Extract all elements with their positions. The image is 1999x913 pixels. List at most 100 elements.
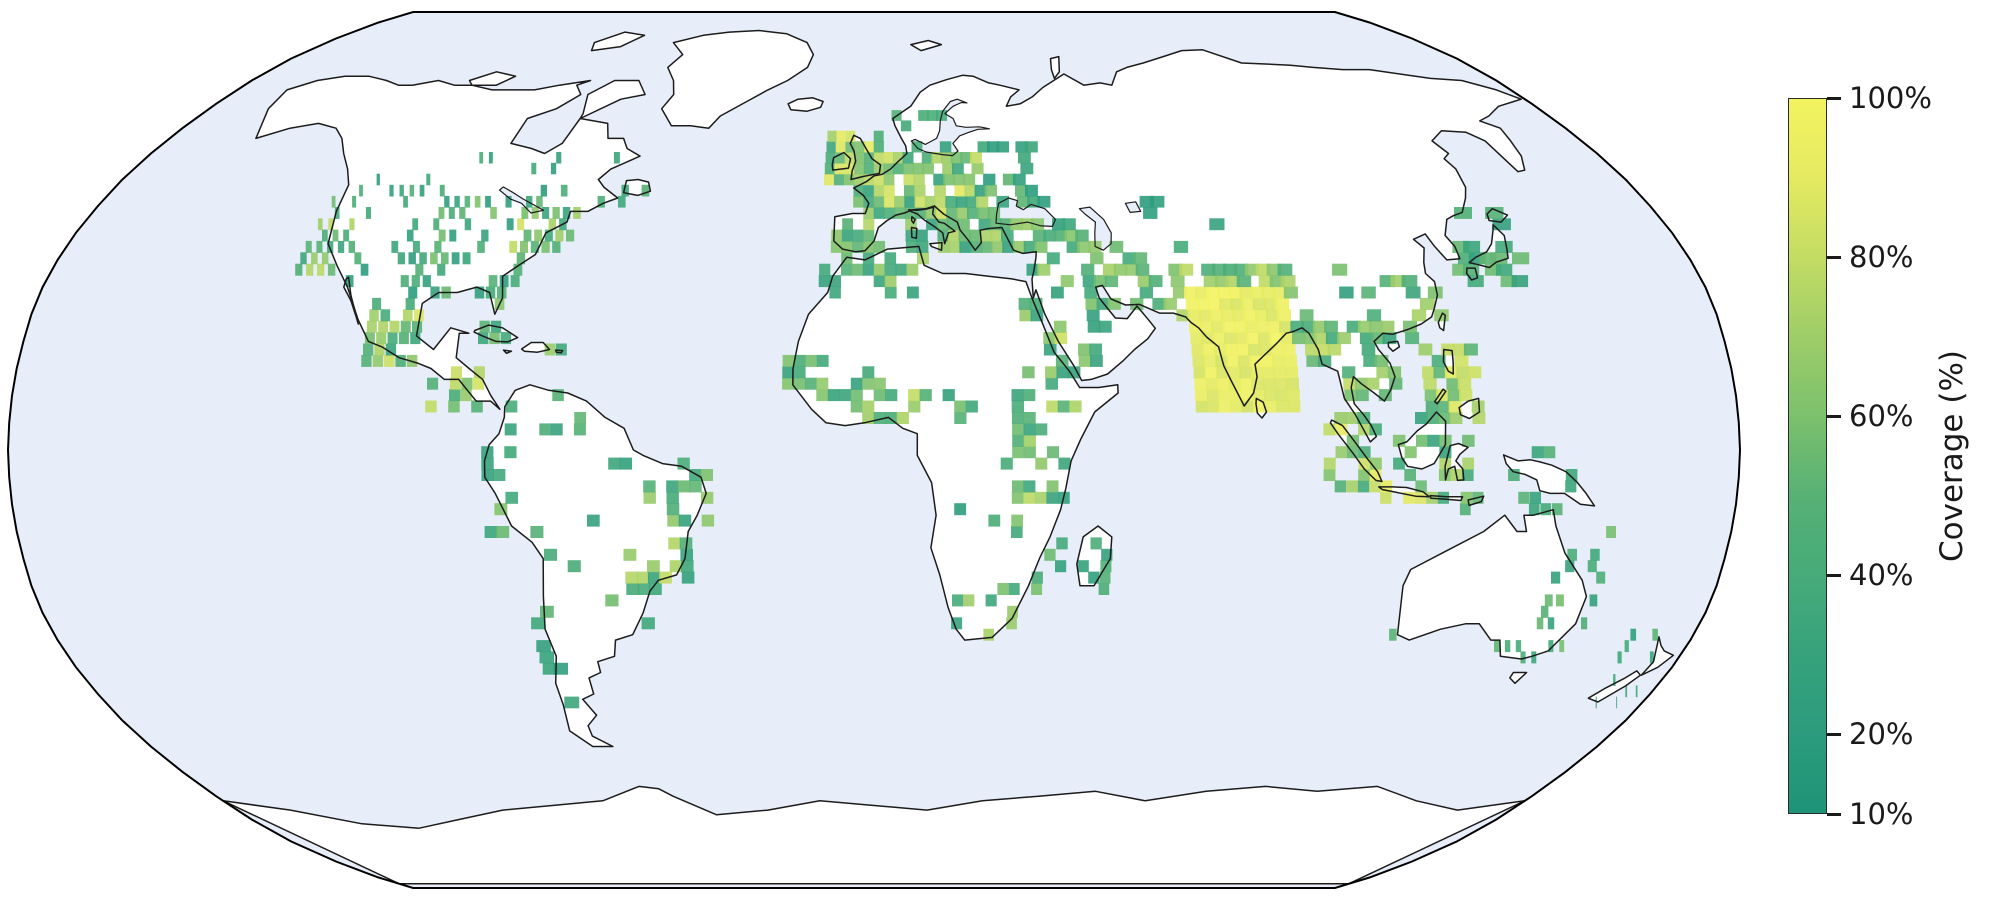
coastline [849, 134, 882, 181]
coverage-cell [1184, 286, 1198, 299]
coverage-cell [439, 184, 445, 197]
coverage-cell [560, 184, 568, 197]
coverage-cell [619, 457, 633, 470]
coverage-cell [852, 240, 864, 253]
coverage-cell [825, 152, 836, 164]
coverage-cell [954, 412, 967, 424]
coverage-cell [950, 152, 963, 164]
coverage-cell [451, 252, 460, 265]
coverage-cell [1024, 141, 1038, 153]
landmass [1641, 636, 1674, 676]
coverage-cell [464, 195, 471, 208]
coverage-cell [1256, 320, 1270, 333]
coverage-cell [948, 240, 961, 253]
coverage-cell [850, 400, 863, 413]
coverage-cell [1485, 207, 1504, 219]
coverage-cell [1015, 184, 1028, 197]
coverage-cell [544, 229, 553, 242]
coverage-cell [1565, 480, 1577, 493]
coverage-cell [915, 207, 927, 219]
coverage-cell [903, 162, 914, 175]
coverage-cell [935, 195, 947, 208]
coverage-cell [493, 469, 506, 481]
coverage-cell [1357, 480, 1370, 493]
coverage-cell [530, 240, 539, 253]
coverage-cell [389, 320, 400, 333]
coverage-cell [884, 286, 897, 299]
coverage-cell [1230, 297, 1245, 310]
coverage-cell [979, 229, 993, 242]
coverage-cell [348, 240, 355, 253]
coverage-cell [1255, 263, 1271, 276]
coverage-cell [412, 240, 420, 253]
coverage-cell [1369, 320, 1384, 333]
coverage-cell [489, 332, 500, 345]
coverage-cell [1002, 173, 1016, 186]
coverage-cell [1077, 560, 1089, 573]
coverage-cell [954, 184, 967, 197]
coverage-cell [1034, 240, 1048, 253]
coverage-cell [1427, 434, 1440, 447]
coverage-cell [1078, 354, 1092, 367]
coverage-cell [1209, 218, 1225, 231]
coverage-cell [955, 195, 968, 208]
coverage-cell [399, 184, 404, 197]
coastline [833, 49, 1526, 443]
coverage-cell [1411, 309, 1427, 322]
coverage-cell [1369, 480, 1381, 493]
coverage-cell [1462, 457, 1475, 470]
coverage-cell [978, 218, 991, 231]
coverage-cell [1023, 423, 1036, 436]
coverage-cell [1031, 583, 1043, 595]
coverage-cell [667, 514, 680, 527]
coverage-cell [1113, 263, 1128, 276]
coastline [787, 97, 824, 112]
coverage-cell [1264, 400, 1278, 413]
lake-shore [499, 186, 545, 214]
coverage-cell [1287, 389, 1300, 402]
coverage-cell [681, 560, 694, 573]
coverage-cell [408, 286, 418, 299]
coverage-cell [819, 263, 831, 276]
coverage-cell [1259, 343, 1273, 356]
coverage-cell [430, 286, 440, 299]
coverage-cell [1143, 207, 1158, 219]
coverage-cell [548, 218, 556, 231]
coverage-cell [460, 389, 472, 402]
coverage-cell [893, 162, 905, 175]
coverage-cell [1077, 240, 1091, 253]
coverage-cell [1139, 286, 1153, 299]
coastline [1387, 340, 1401, 352]
coverage-cell [680, 548, 693, 561]
coverage-cell [1011, 514, 1023, 527]
coverage-cell [426, 173, 431, 186]
coverage-cell [523, 229, 532, 242]
coverage-cell [1249, 354, 1263, 367]
coverage-cell [854, 152, 865, 164]
coverage-cell [1551, 571, 1561, 584]
coverage-cell [1195, 400, 1209, 413]
coverage-cell [1361, 286, 1376, 299]
coverage-cell [1206, 389, 1220, 402]
coverage-cell [824, 162, 835, 175]
coverage-cell [1495, 240, 1513, 253]
coverage-cell [983, 173, 996, 186]
landmass [223, 786, 1525, 884]
coverage-cell [1346, 480, 1358, 493]
coverage-cell [1467, 275, 1484, 288]
coverage-cell [1109, 240, 1124, 253]
coverage-cell [361, 354, 372, 367]
coverage-cell [317, 263, 325, 276]
coverage-cell [831, 229, 843, 242]
coverage-cell [1020, 218, 1034, 231]
coverage-cell [1102, 263, 1117, 276]
coverage-cell [905, 218, 917, 231]
coverage-cell [454, 195, 460, 208]
coastline [1378, 486, 1430, 498]
coverage-cell [440, 252, 449, 265]
coverage-cell [974, 184, 987, 197]
coverage-cell [1416, 434, 1429, 447]
coverage-cell [449, 229, 457, 242]
coverage-cell [965, 400, 978, 413]
